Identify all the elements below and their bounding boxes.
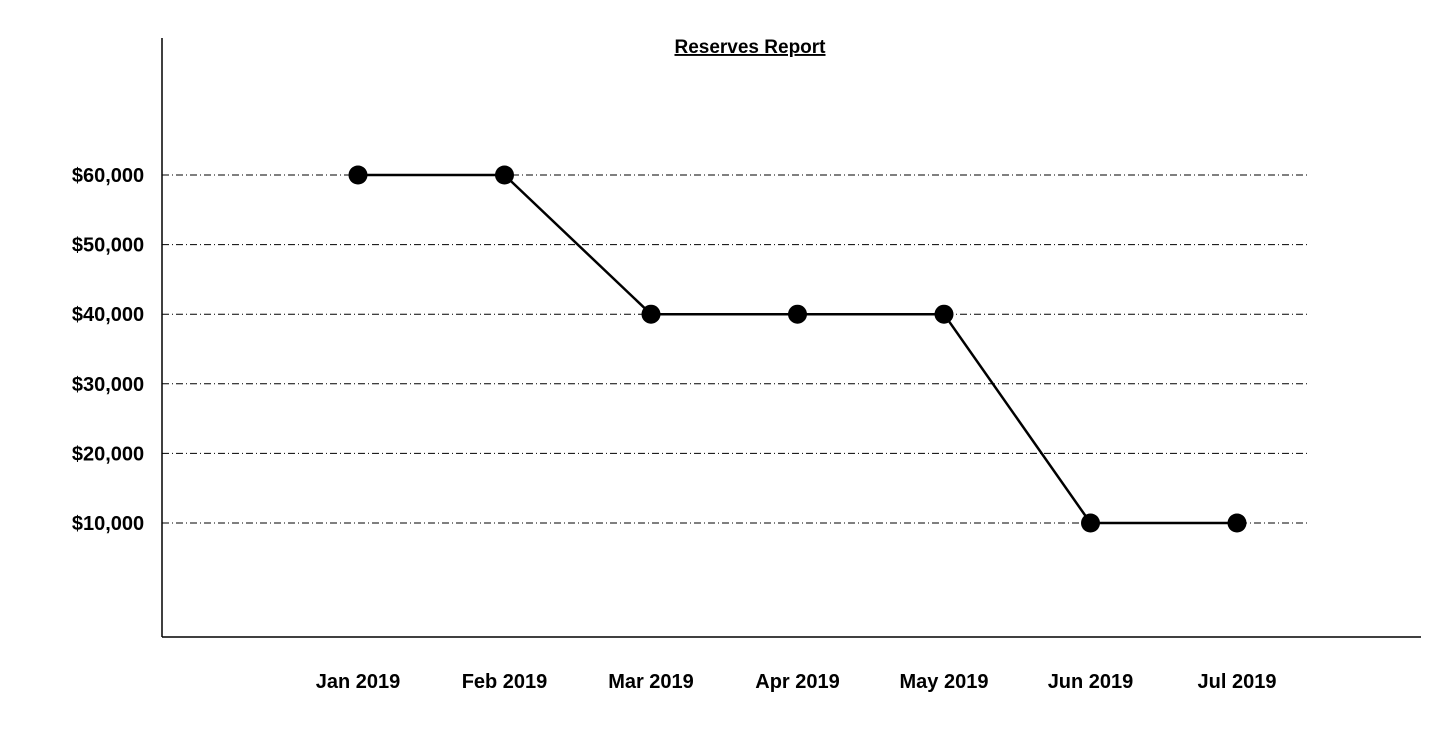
data-point-apr-2019 [788,304,807,324]
data-point-jun-2019 [1081,513,1100,533]
y-tick-labels: $10,000 $20,000 $30,000 $40,000 $50,000 $60,0… [72,165,144,535]
x-tick-label: Feb 2019 [462,671,548,693]
x-tick-label: May 2019 [900,671,989,693]
x-tick-label: Mar 2019 [608,671,694,693]
y-tick-label: $20,000 [72,443,144,465]
axes [161,38,1421,638]
data-point-jul-2019 [1227,513,1247,533]
x-tick-label: Jul 2019 [1198,671,1277,693]
y-tick-label: $10,000 [72,513,144,535]
y-tick-label: $30,000 [72,374,144,396]
chart-title: Reserves Report [674,37,826,58]
data-point-feb-2019 [495,165,514,185]
x-tick-label: Apr 2019 [755,671,840,693]
series [348,165,1247,533]
y-tick-label: $40,000 [72,304,144,326]
y-tick-label: $50,000 [72,235,144,257]
x-tick-label: Jun 2019 [1048,671,1134,693]
series-line [358,173,1237,525]
data-point-jan-2019 [348,165,368,185]
x-tick-labels: Jan 2019 Feb 2019 Mar 2019 Apr 2019 May 2019… [316,671,1277,693]
data-point-may-2019 [934,304,954,324]
gridlines [162,174,1307,524]
x-tick-label: Jan 2019 [316,671,401,693]
data-point-mar-2019 [641,304,661,324]
y-tick-label: $60,000 [72,165,144,187]
